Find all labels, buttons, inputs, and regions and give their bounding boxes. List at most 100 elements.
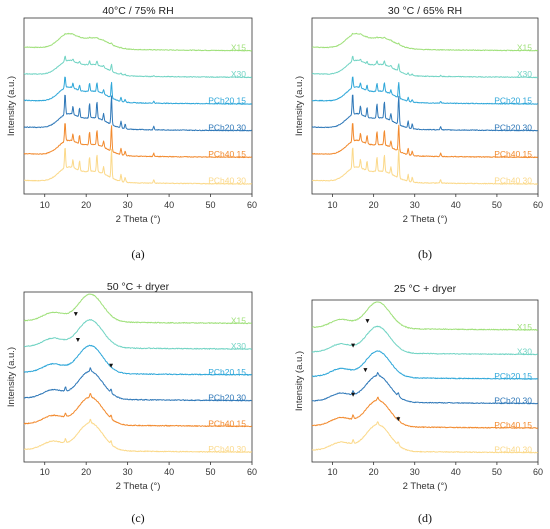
x-tick-label: 20: [369, 200, 379, 210]
panel-caption: (d): [418, 511, 432, 525]
x-tick-label: 30: [410, 200, 420, 210]
x-axis-label: 2 Theta (°): [116, 214, 161, 225]
series-label: PCh20 30: [208, 122, 246, 132]
series-line-x30: [23, 55, 253, 79]
x-axis-label: 2 Theta (°): [116, 481, 161, 492]
x-tick-label: 40: [164, 467, 174, 477]
peak-marker: [351, 392, 356, 397]
chart-title: 25 °C + dryer: [394, 283, 457, 295]
series-line-pch40-30: [24, 147, 253, 185]
panel-caption: (b): [418, 247, 432, 261]
series-line-x15: [311, 301, 538, 331]
series-label: PCh40 15: [208, 149, 246, 159]
series-line-pch20-15: [311, 76, 538, 105]
series-line-pch40-30: [311, 147, 538, 185]
x-tick-label: 10: [328, 200, 338, 210]
series-label: X15: [231, 42, 246, 52]
peak-marker: [363, 368, 368, 373]
x-tick-label: 40: [451, 200, 461, 210]
chart-title: 50 °C + dryer: [107, 281, 170, 293]
series-line-pch40-30: [23, 418, 253, 453]
series-label: PCh20 30: [494, 396, 532, 406]
chart-title: 40°C / 75% RH: [102, 5, 173, 17]
peak-marker: [73, 312, 78, 317]
x-tick-label: 50: [206, 200, 216, 210]
x-tick-label: 30: [123, 467, 133, 477]
series-line-x15: [24, 32, 253, 52]
panel-b: 30 °C / 65% RH 10 20 30 40 50 60 2 Theta (°) Int…: [294, 5, 543, 261]
plot-frame: [311, 17, 539, 195]
x-tick-label: 20: [369, 467, 379, 477]
series-label: PCh40 30: [494, 176, 532, 186]
series-label: PCh20 15: [208, 367, 246, 377]
series-line-x30: [311, 325, 539, 356]
peak-marker: [365, 319, 370, 324]
series-line-pch20-30: [23, 367, 252, 402]
y-axis-label: Intensity (a.u.): [6, 347, 17, 407]
series-line-pch20-30: [311, 372, 538, 405]
series-line-pch20-30: [311, 94, 538, 132]
series-label: X15: [517, 42, 532, 52]
series-line-pch40-15: [311, 396, 538, 429]
series-label: PCh40 15: [494, 149, 532, 159]
series-line-pch40-30: [311, 421, 539, 454]
x-tick-label: 30: [123, 200, 133, 210]
peak-marker: [351, 343, 356, 348]
y-axis-label: Intensity (a.u.): [294, 351, 305, 411]
series-line-pch40-15: [23, 393, 253, 428]
series-label: PCh40 30: [208, 176, 246, 186]
series-line-pch40-15: [23, 123, 253, 159]
y-axis-label: Intensity (a.u.): [294, 76, 305, 136]
series-label: PCh40 30: [208, 444, 246, 454]
x-tick-label: 60: [247, 200, 257, 210]
series-label: PCh20 15: [494, 371, 532, 381]
x-tick-label: 60: [247, 467, 257, 477]
series-line-x30: [311, 55, 539, 79]
plot-frame: [311, 299, 539, 463]
series-label: X30: [231, 341, 246, 351]
peak-marker: [396, 417, 401, 422]
series-label: PCh40 30: [494, 445, 532, 455]
x-tick-label: 40: [164, 200, 174, 210]
series-label: PCh40 15: [494, 420, 532, 430]
series-line-pch20-15: [23, 344, 253, 376]
series-label: X15: [517, 322, 532, 332]
plot-frame: [23, 17, 253, 195]
peak-marker: [75, 337, 80, 342]
series-label: X15: [231, 315, 246, 325]
x-tick-label: 10: [40, 467, 50, 477]
x-tick-label: 10: [40, 200, 50, 210]
x-tick-label: 50: [492, 467, 502, 477]
series-label: PCh20 30: [208, 393, 246, 403]
series-line-x15: [312, 32, 539, 52]
series-line-pch20-15: [311, 350, 538, 380]
y-axis-label: Intensity (a.u.): [6, 76, 17, 136]
series-label: PCh40 15: [208, 418, 246, 428]
x-axis-label: 2 Theta (°): [403, 481, 448, 492]
x-tick-label: 60: [533, 467, 543, 477]
chart-title: 30 °C / 65% RH: [388, 5, 462, 17]
panel-caption: (a): [131, 247, 144, 261]
x-axis-label: 2 Theta (°): [403, 214, 448, 225]
series-line-x15: [23, 293, 252, 325]
series-label: X30: [231, 69, 246, 79]
series-line-pch20-15: [23, 76, 253, 105]
x-tick-label: 10: [328, 467, 338, 477]
x-tick-label: 40: [451, 467, 461, 477]
x-tick-label: 60: [533, 200, 543, 210]
x-tick-label: 50: [492, 200, 502, 210]
panel-a: 40°C / 75% RH 10 20 30 40 50 60 2 Theta (°) Inte…: [6, 5, 257, 261]
series-line-x30: [23, 319, 253, 350]
panel-c: 50 °C + dryer 10 20 30 40 50 60 2 Theta (°) Inte…: [6, 281, 257, 525]
x-tick-label: 20: [81, 200, 91, 210]
x-tick-label: 30: [410, 467, 420, 477]
series-label: PCh20 15: [494, 96, 532, 106]
series-label: PCh20 15: [208, 96, 246, 106]
series-line-pch40-15: [311, 123, 538, 159]
panel-caption: (c): [131, 511, 144, 525]
peak-marker: [109, 363, 114, 368]
x-tick-label: 20: [81, 467, 91, 477]
plot-frame: [23, 291, 253, 463]
x-tick-label: 50: [206, 467, 216, 477]
